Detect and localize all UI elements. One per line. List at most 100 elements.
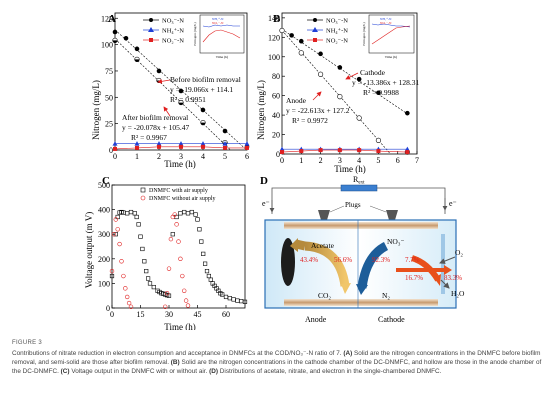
data-point xyxy=(244,141,250,146)
x-tick-label: 15 xyxy=(137,310,145,319)
data-point xyxy=(222,128,228,134)
caption-c-label: (C) xyxy=(60,368,70,375)
plugs-label: Plugs xyxy=(345,201,361,209)
data-point-noair xyxy=(128,304,134,309)
x-tick-label: 5 xyxy=(376,156,380,165)
panel-b-frame xyxy=(281,12,418,155)
data-point xyxy=(298,38,304,44)
y-tick-label: 0 xyxy=(109,146,113,155)
panel-b-inset-ylabel: Nitrogen (mg/L) xyxy=(362,22,366,46)
data-point-noair xyxy=(113,217,119,222)
data-point-air xyxy=(193,212,198,217)
reactor-bottom-bar xyxy=(284,299,438,306)
data-point-air xyxy=(195,217,200,222)
data-point xyxy=(222,141,228,146)
data-point-air xyxy=(128,209,134,215)
pct-7-7: 7.7% xyxy=(405,256,420,264)
n2-label: N₂ xyxy=(382,291,390,300)
panel-a-marks xyxy=(112,29,250,151)
data-point-air xyxy=(174,214,179,220)
data-point-noair xyxy=(183,298,189,303)
fit-line-after xyxy=(114,38,231,151)
y-tick-label: 60 xyxy=(272,92,280,101)
data-point xyxy=(280,150,284,155)
data-point xyxy=(157,144,161,149)
figure-caption: Contributions of nitrate reduction in el… xyxy=(12,349,542,376)
x-tick-label: 1 xyxy=(135,152,139,161)
panel-a-inset-xlabel: Time (h) xyxy=(216,55,229,59)
data-point xyxy=(318,51,323,57)
caption-d-text: Distributions of acetate, nitrate, and e… xyxy=(219,368,442,375)
figure-label: FIGURE 3 xyxy=(12,340,43,346)
y-tick-label: 200 xyxy=(98,255,110,264)
panel-b-marks xyxy=(279,27,410,155)
data-point-noair xyxy=(124,294,130,300)
panel-a-legend-nh4: NH₄⁺-N xyxy=(162,28,184,35)
panel-c-yticks: 0 100 200 300 400 500 xyxy=(98,181,115,313)
panel-c-legend-air: DNMFC with air supply xyxy=(149,188,208,194)
acetate-arc xyxy=(304,241,350,287)
data-point xyxy=(356,76,362,82)
caption-a-label: (A) xyxy=(343,350,353,357)
data-point-air xyxy=(109,273,115,279)
data-point-air xyxy=(197,227,202,232)
panel-c: C Voltage output (m V) Time (h) 0 100 200 3… xyxy=(84,175,248,332)
data-point-air xyxy=(144,268,149,274)
data-point-air xyxy=(199,239,204,244)
panel-a-inset-legend-nh4: NH₄⁺-N xyxy=(212,17,224,21)
data-point xyxy=(156,141,162,146)
panel-a-r2-after: R² = 0.9967 xyxy=(131,133,167,142)
panel-a-legend: NO₃⁻-N NH₄⁺-N NO₂⁻-N xyxy=(143,18,184,45)
x-tick-label: 2 xyxy=(319,156,323,165)
data-point-noair xyxy=(178,256,183,261)
data-point-air xyxy=(147,281,153,286)
panel-a-ylabel: Nitrogen (mg/L) xyxy=(91,80,101,140)
data-point-half xyxy=(112,40,118,43)
panel-b-eq-anode: y = -22.613x + 127.2 xyxy=(286,106,350,115)
data-point xyxy=(200,141,206,146)
data-point-air xyxy=(182,209,187,215)
data-point-air xyxy=(125,211,130,216)
panel-b-arrow-anode xyxy=(312,91,322,101)
figure-3: A Nitrogen (mg/L) Time (h) 0 25 50 75 100 125… xyxy=(84,12,465,332)
y-tick-label: 80 xyxy=(272,72,280,81)
panel-d-letter: D xyxy=(260,175,268,187)
data-point xyxy=(113,146,117,151)
y-tick-label: 140 xyxy=(268,14,280,23)
data-point-air xyxy=(189,209,194,215)
data-point xyxy=(112,141,118,146)
panel-b-letter: B xyxy=(273,13,281,25)
x-tick-label: 6 xyxy=(396,156,400,165)
data-point xyxy=(112,29,118,35)
panel-b-inset-legend-nh4: NH₄⁺-N xyxy=(380,17,392,21)
x-tick-label: 60 xyxy=(222,310,230,319)
panel-b: B Nitrogen (mg/L) Time (h) 0204060801001… xyxy=(256,12,419,174)
data-point-air xyxy=(220,292,225,297)
y-tick-label: 25 xyxy=(105,120,113,129)
rext-label: Rext xyxy=(353,175,365,186)
data-point xyxy=(156,68,162,74)
panel-c-frame xyxy=(111,184,246,309)
data-point-noair xyxy=(115,227,120,232)
panel-a-arrow-after xyxy=(163,106,171,117)
panel-b-r2-cathode: R² = 0.9988 xyxy=(363,88,399,97)
data-point xyxy=(318,148,323,153)
data-point xyxy=(299,149,304,154)
panel-b-r2-anode: R² = 0.9972 xyxy=(292,116,328,125)
data-point xyxy=(376,149,381,154)
data-point-air xyxy=(151,284,156,290)
data-point xyxy=(135,145,139,150)
cathode-electrode xyxy=(441,234,445,294)
panel-b-xticks: 0 1 2 3 4 5 6 7 xyxy=(280,151,419,165)
resistor xyxy=(340,184,378,192)
x-tick-label: 2 xyxy=(157,152,161,161)
y-tick-label: 500 xyxy=(98,181,110,190)
anode-electrode xyxy=(281,238,295,286)
data-point-noair xyxy=(185,303,191,308)
data-point-noair xyxy=(166,266,172,271)
data-point-noair xyxy=(119,259,124,264)
x-tick-label: 45 xyxy=(194,310,202,319)
data-point xyxy=(279,27,285,34)
data-point xyxy=(337,148,342,153)
data-point-air xyxy=(132,211,137,216)
